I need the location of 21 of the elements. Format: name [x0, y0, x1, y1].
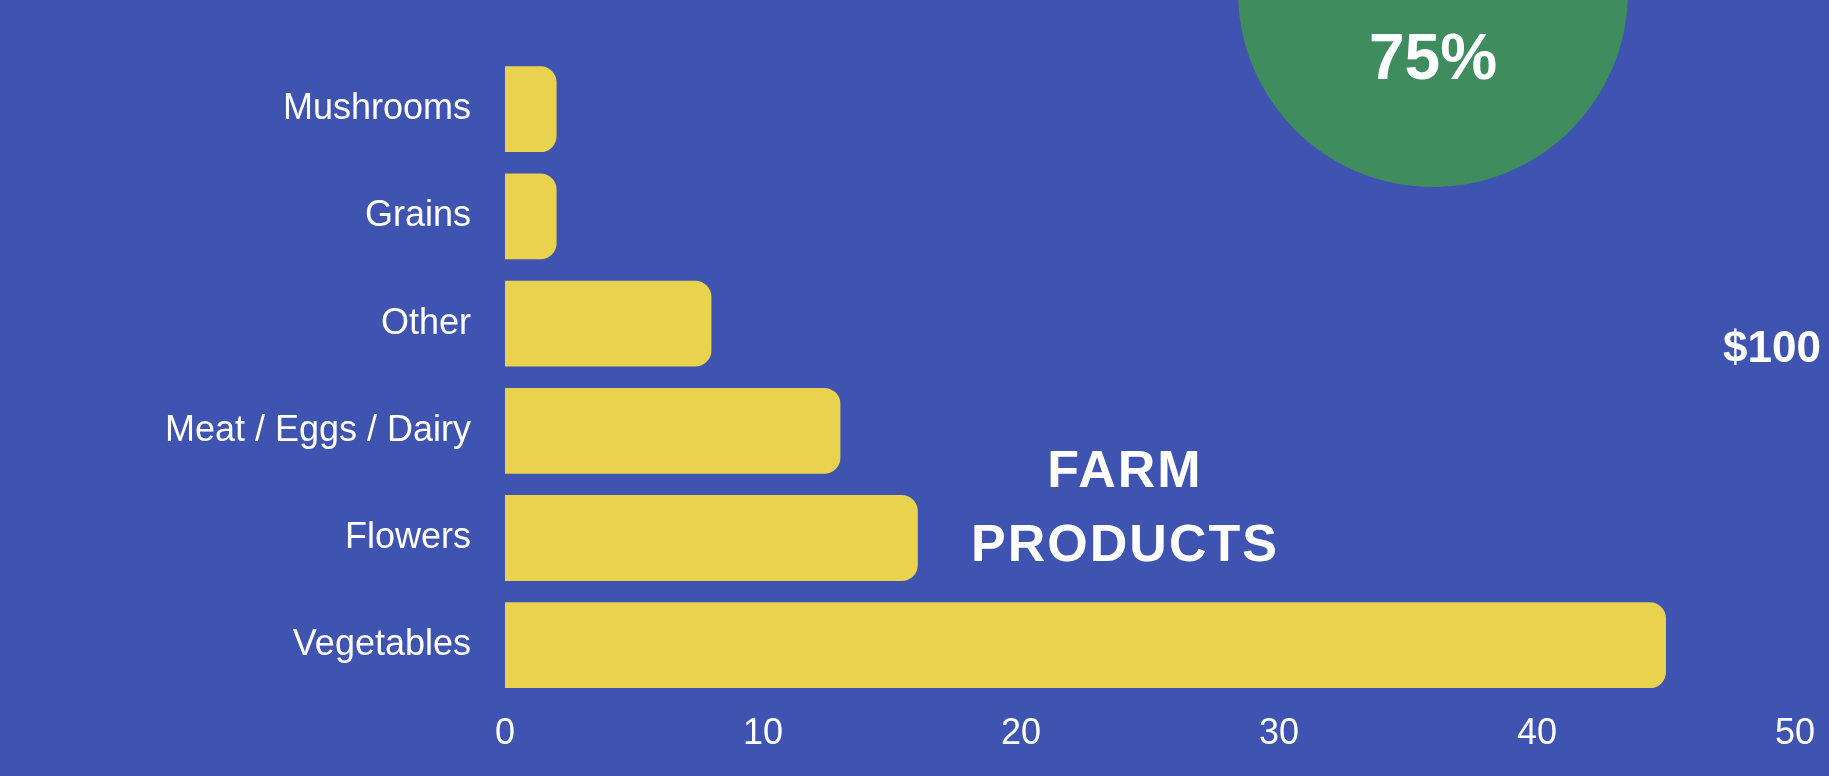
x-tick-label: 10 [742, 711, 784, 753]
x-tick-label: 0 [494, 711, 516, 753]
bar [505, 387, 841, 474]
y-tick-label: Other [380, 300, 471, 342]
y-tick-label: Meat / Eggs / Dairy [164, 407, 471, 449]
y-tick-label: Vegetables [292, 622, 471, 664]
x-tick-label: 20 [1000, 711, 1042, 753]
bar [505, 602, 1666, 689]
x-tick-label: 50 [1774, 711, 1815, 753]
bar [505, 66, 557, 153]
y-tick-label: Flowers [344, 514, 471, 556]
text: FARM PRODUCTS [970, 439, 1280, 574]
annotation: 75% [1367, 20, 1499, 94]
annotation: $100 [1723, 322, 1821, 372]
bar [505, 280, 712, 367]
y-tick-label: Mushrooms [282, 86, 471, 128]
bar [505, 173, 557, 260]
x-tick-label: 30 [1258, 711, 1300, 753]
y-tick-label: Grains [364, 193, 471, 235]
bar [505, 495, 918, 581]
x-tick-label: 40 [1516, 711, 1558, 753]
